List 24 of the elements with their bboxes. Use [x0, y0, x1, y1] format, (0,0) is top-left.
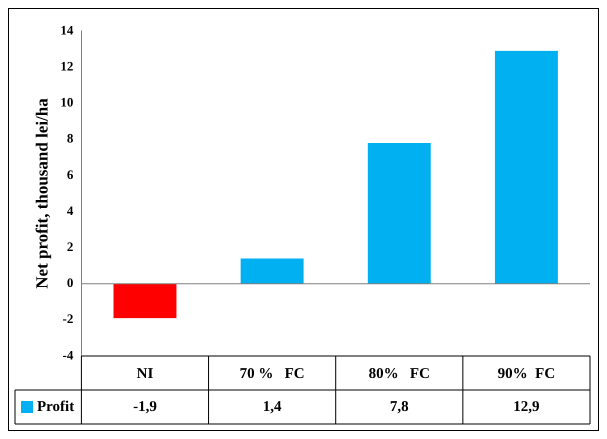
y-tick-label: 2: [66, 239, 74, 254]
y-tick-label: -4: [62, 347, 74, 362]
bar: [494, 50, 558, 284]
y-tick-label: 0: [66, 275, 74, 290]
data-label: -1,9: [133, 398, 157, 415]
x-tick-label: 80% FC: [368, 366, 430, 382]
y-axis-title: Net profit, thousand lei/ha: [32, 98, 52, 289]
x-tick-label: NI: [136, 366, 154, 382]
x-tick-label: 90% FC: [498, 366, 556, 382]
y-tick-label: 8: [66, 130, 74, 146]
bar: [114, 284, 176, 318]
data-label: 1,4: [262, 398, 282, 415]
data-label: 7,8: [390, 398, 409, 415]
y-tick-label: 6: [66, 166, 74, 182]
legend-label: Profit: [37, 398, 74, 415]
data-label: 12,9: [513, 398, 540, 415]
x-tick-label: 70 % FC: [240, 366, 305, 382]
y-tick-label: 4: [66, 202, 74, 218]
y-tick-label: 14: [60, 22, 74, 38]
y-tick-label: 12: [60, 58, 74, 74]
y-tick-label: -2: [62, 311, 74, 326]
bar: [368, 142, 431, 284]
bar: [240, 258, 304, 284]
y-tick-label: 10: [60, 94, 74, 110]
